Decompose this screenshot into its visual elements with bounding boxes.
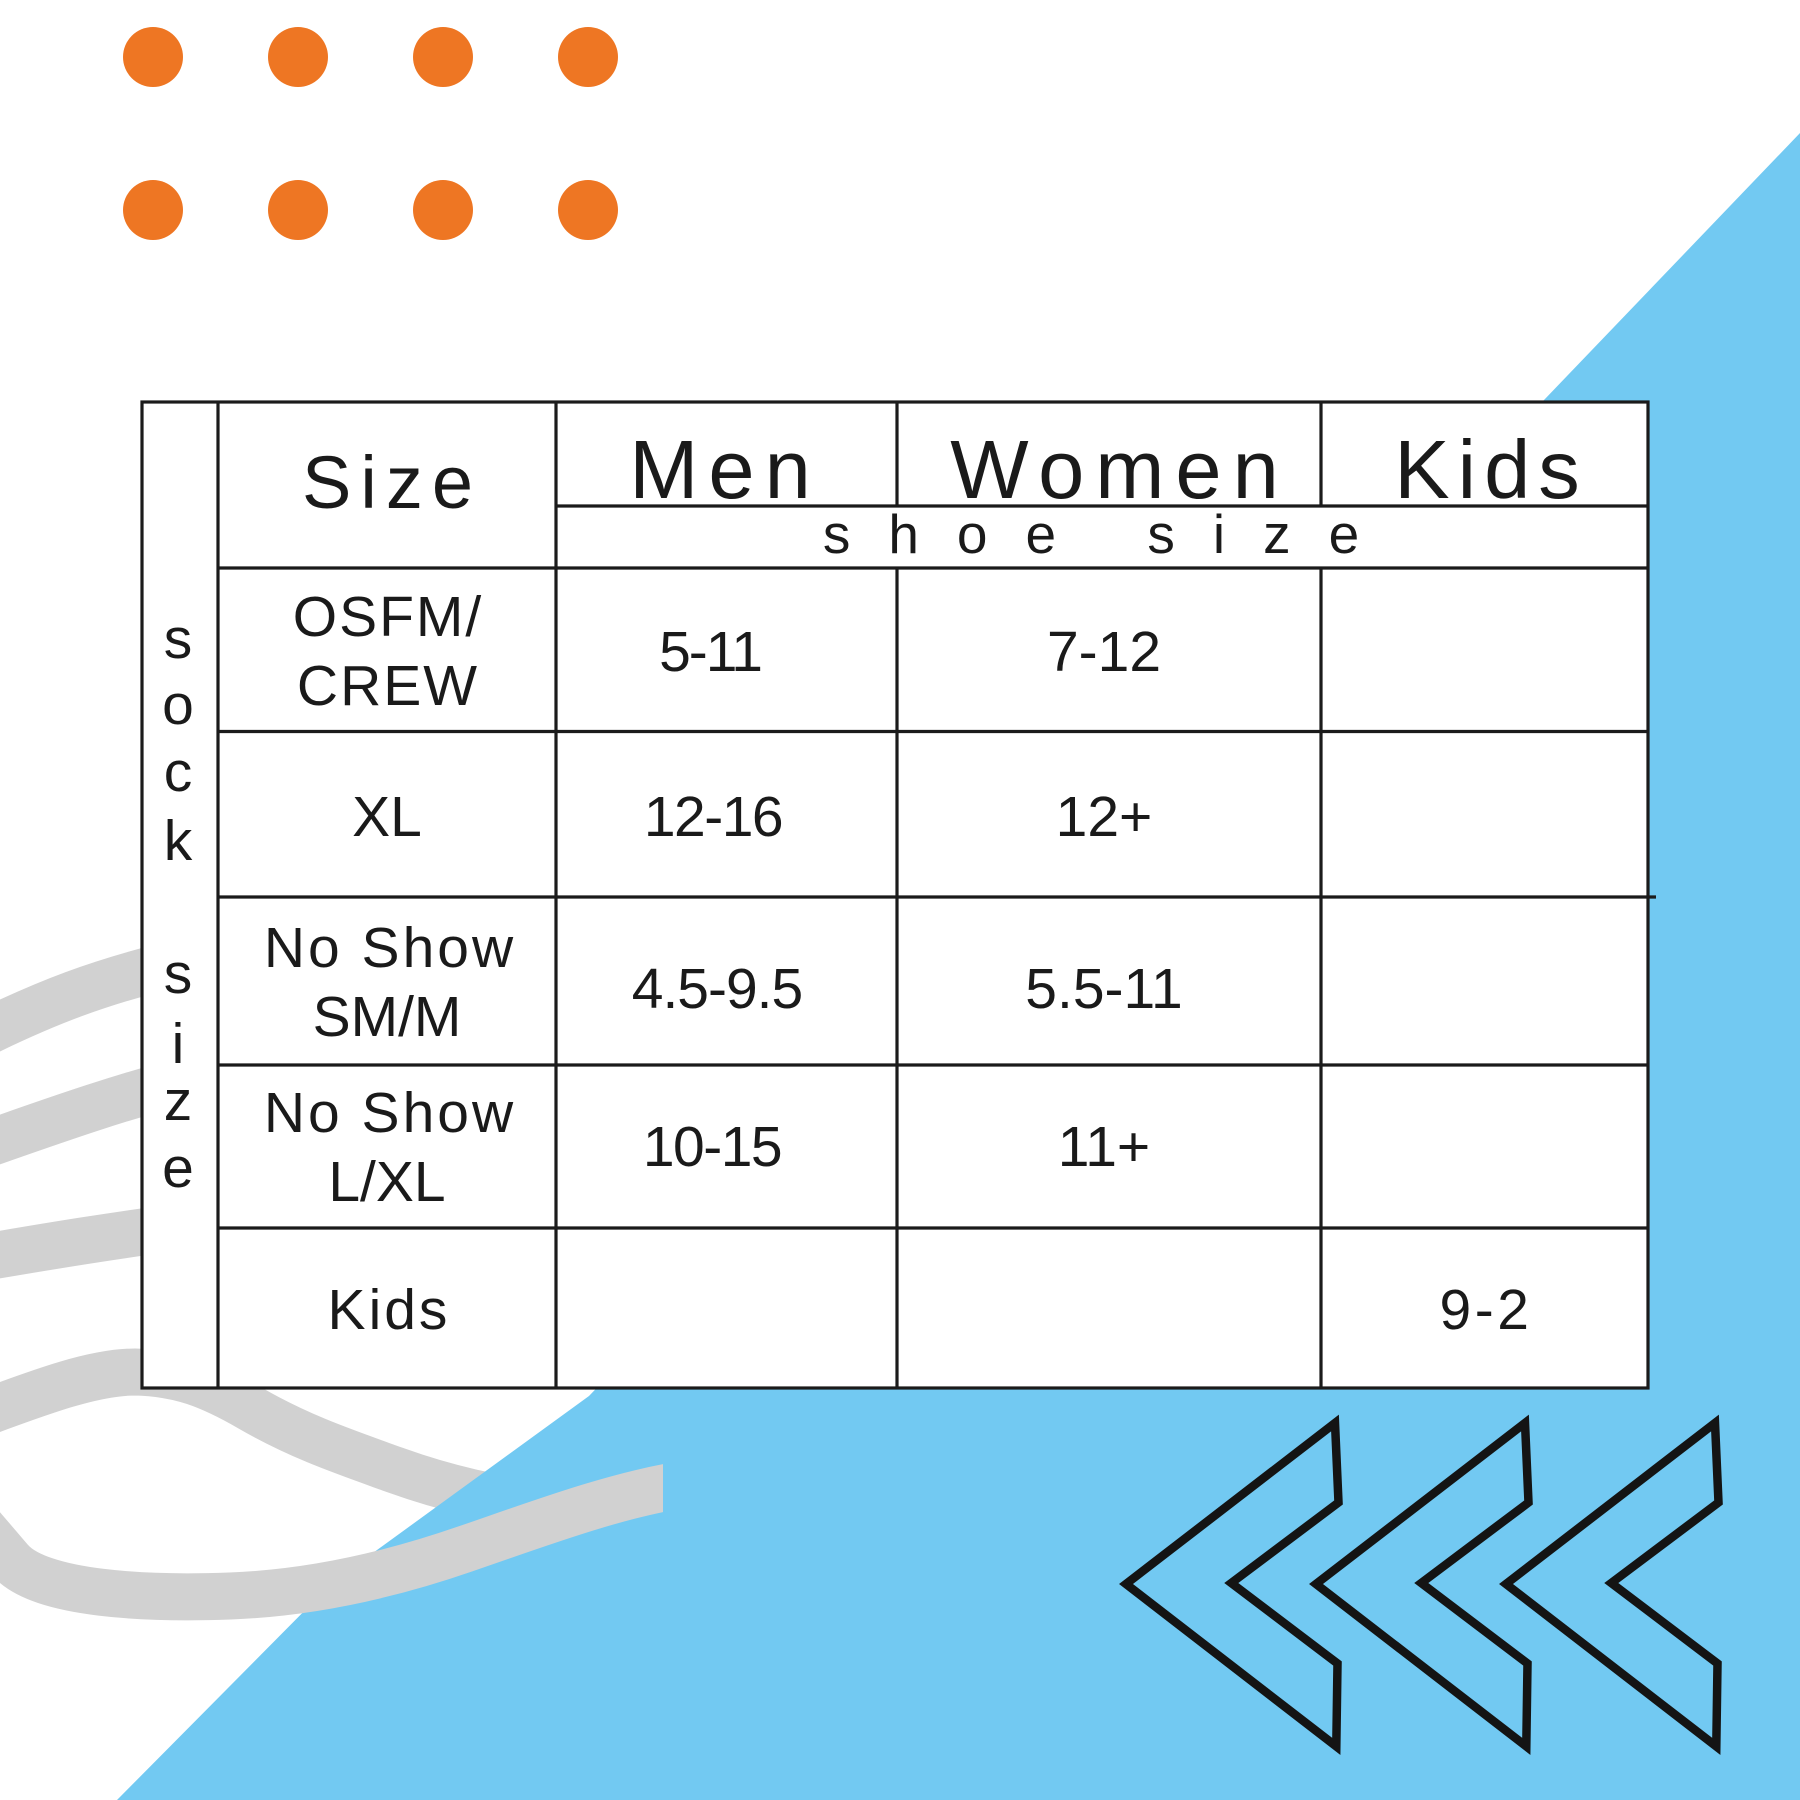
svg-text:shoe size: shoe size (823, 503, 1397, 565)
svg-text:CREW: CREW (297, 654, 479, 718)
svg-text:11+: 11+ (1058, 1115, 1150, 1179)
svg-text:No Show: No Show (264, 916, 516, 980)
svg-text:e: e (162, 1136, 194, 1200)
svg-text:Size: Size (302, 441, 482, 524)
svg-text:c: c (164, 740, 193, 804)
svg-text:12-16: 12-16 (644, 785, 782, 849)
svg-text:Women: Women (950, 423, 1289, 516)
svg-text:5.5-11: 5.5-11 (1025, 957, 1182, 1021)
svg-text:s: s (164, 607, 193, 671)
svg-text:o: o (162, 673, 194, 737)
svg-text:L/XL: L/XL (328, 1150, 445, 1214)
svg-text:Kids: Kids (1394, 423, 1587, 516)
svg-text:OSFM/: OSFM/ (293, 585, 484, 649)
svg-text:Men: Men (629, 423, 820, 516)
svg-text:5-11: 5-11 (659, 620, 761, 684)
svg-text:SM/M: SM/M (313, 985, 462, 1049)
svg-text:i: i (172, 1012, 185, 1076)
svg-text:9-2: 9-2 (1440, 1278, 1533, 1342)
svg-text:k: k (164, 809, 193, 873)
svg-text:z: z (164, 1069, 193, 1133)
svg-text:12+: 12+ (1056, 785, 1153, 849)
svg-text:7-12: 7-12 (1047, 620, 1161, 684)
svg-text:s: s (164, 942, 193, 1006)
svg-text:10-15: 10-15 (643, 1115, 781, 1179)
svg-text:4.5-9.5: 4.5-9.5 (632, 957, 802, 1021)
svg-text:No Show: No Show (264, 1081, 516, 1145)
svg-text:Kids: Kids (328, 1278, 451, 1342)
svg-text:XL: XL (352, 785, 422, 849)
